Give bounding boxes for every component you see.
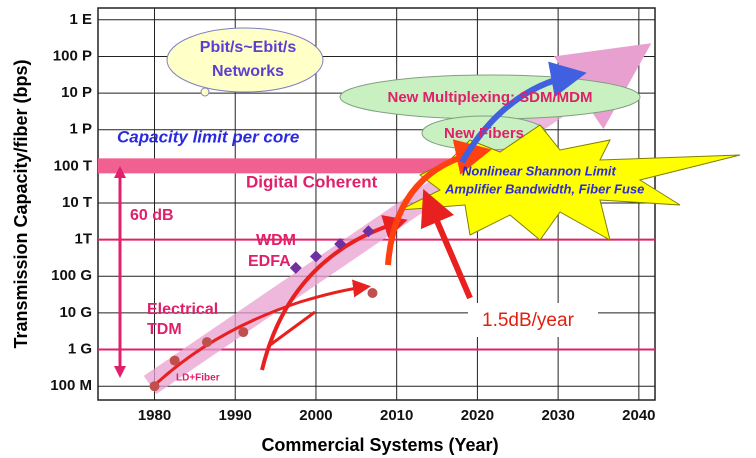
y-tick-label: 1 G [68, 341, 92, 358]
y-tick-label: 10 G [59, 304, 92, 321]
annotation: 1.5dB/year [482, 310, 575, 331]
annotation: Digital Coherent [246, 172, 378, 191]
x-tick-label: 2020 [461, 407, 494, 424]
annotation: Pbit/s~Ebit/s [200, 39, 297, 56]
x-axis-title: Commercial Systems (Year) [261, 435, 498, 455]
y-tick-label: 100 M [50, 377, 92, 394]
annotation: Electrical [147, 301, 218, 318]
x-tick-label: 2030 [541, 407, 574, 424]
y-axis-title: Transmission Capacity/fiber (bps) [11, 59, 31, 348]
y-tick-label: 100 T [54, 157, 92, 174]
annotation: Amplifier Bandwidth, Fiber Fuse [444, 181, 644, 196]
cloud-puff [200, 87, 210, 97]
data-point [367, 287, 378, 298]
arrow [260, 215, 408, 371]
annotation: LD+Fiber [176, 373, 220, 384]
x-tick-label: 1980 [138, 407, 171, 424]
data-point [238, 327, 249, 338]
annotation: WDM [256, 232, 296, 249]
overlay: Pbit/s~Ebit/s Networks New Multiplexing:… [114, 27, 741, 395]
y-tick-label: 100 P [53, 47, 92, 64]
cloud [166, 27, 324, 93]
x-tick-label: 1990 [219, 407, 252, 424]
y-tick-label: 10 T [62, 194, 92, 211]
annotation: New Fibers [444, 125, 524, 142]
x-tick-label: 2010 [380, 407, 413, 424]
data-point [334, 238, 347, 251]
label-box [468, 303, 598, 337]
annotation: Capacity limit per core [117, 127, 299, 146]
y-tick-label: 10 P [61, 84, 92, 101]
annotation: Nonlinear Shannon Limit [462, 163, 617, 178]
annotation: 60 dB [130, 207, 174, 224]
y-tick-label: 1T [74, 231, 92, 248]
data-point [289, 261, 302, 274]
data-point [362, 225, 375, 238]
y-tick-label: 1 E [69, 11, 92, 28]
arrow [459, 61, 587, 164]
annotation: New Multiplexing: SDM/MDM [388, 89, 593, 106]
x-tick-label: 2040 [622, 407, 655, 424]
y-tick-label: 100 G [51, 267, 92, 284]
marks [149, 225, 378, 392]
arrow [269, 310, 316, 347]
arrow [385, 139, 492, 266]
plot-frame [97, 7, 656, 401]
x-tick-label: 2000 [299, 407, 332, 424]
data-point [201, 337, 212, 348]
annotation: EDFA [248, 253, 291, 270]
y-tick-label: 1 P [69, 121, 92, 138]
data-point [149, 381, 160, 392]
annotation: TDM [147, 321, 182, 338]
data-point [169, 355, 180, 366]
annotation: Networks [212, 63, 284, 80]
arrow [420, 188, 473, 300]
data-point [309, 250, 322, 263]
